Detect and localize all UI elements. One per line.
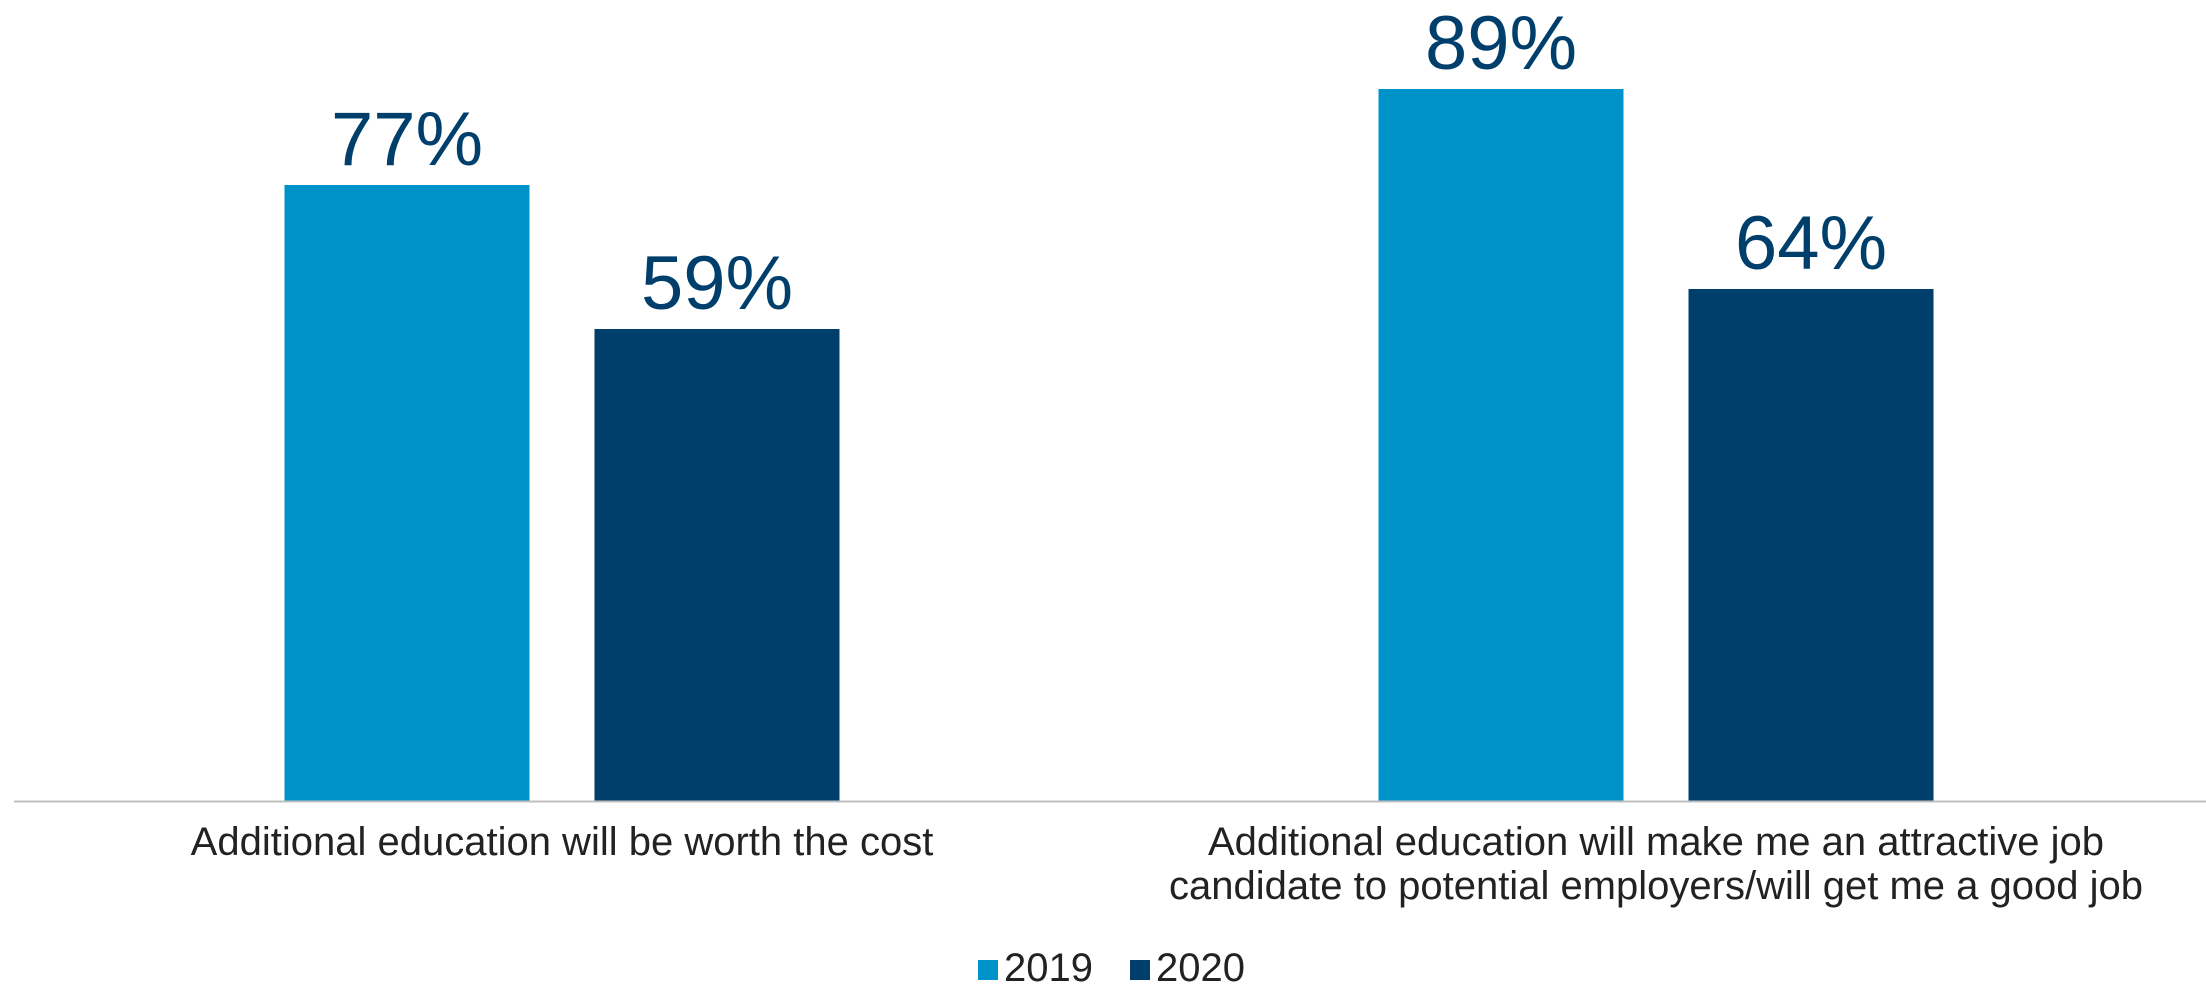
legend-swatch-2020 bbox=[1130, 960, 1150, 980]
category-label-2-line-1: Additional education will make me an att… bbox=[1208, 820, 2104, 864]
bar-2019-cat2 bbox=[1378, 89, 1624, 801]
legend-label-2019: 2019 bbox=[1004, 946, 1093, 984]
bar-2020-cat1 bbox=[594, 329, 840, 801]
data-label-2019-cat2: 89% bbox=[1425, 1, 1577, 86]
data-label-2020-cat1: 59% bbox=[641, 241, 793, 326]
legend-label-2020: 2020 bbox=[1156, 946, 1245, 984]
legend-swatch-2019 bbox=[978, 960, 998, 980]
bars-group: 77% 89% 59% 64% bbox=[284, 1, 1934, 801]
data-label-2019-cat1: 77% bbox=[331, 97, 483, 182]
category-labels-group: Additional education will be worth the c… bbox=[191, 820, 2143, 908]
bar-2020-cat2 bbox=[1688, 289, 1934, 801]
data-label-2020-cat2: 64% bbox=[1735, 201, 1887, 286]
legend: 2019 2020 bbox=[978, 946, 1245, 984]
bar-2019-cat1 bbox=[284, 185, 530, 801]
category-label-2-line-2: candidate to potential employers/will ge… bbox=[1169, 864, 2143, 908]
category-label-1-line-1: Additional education will be worth the c… bbox=[191, 820, 934, 864]
